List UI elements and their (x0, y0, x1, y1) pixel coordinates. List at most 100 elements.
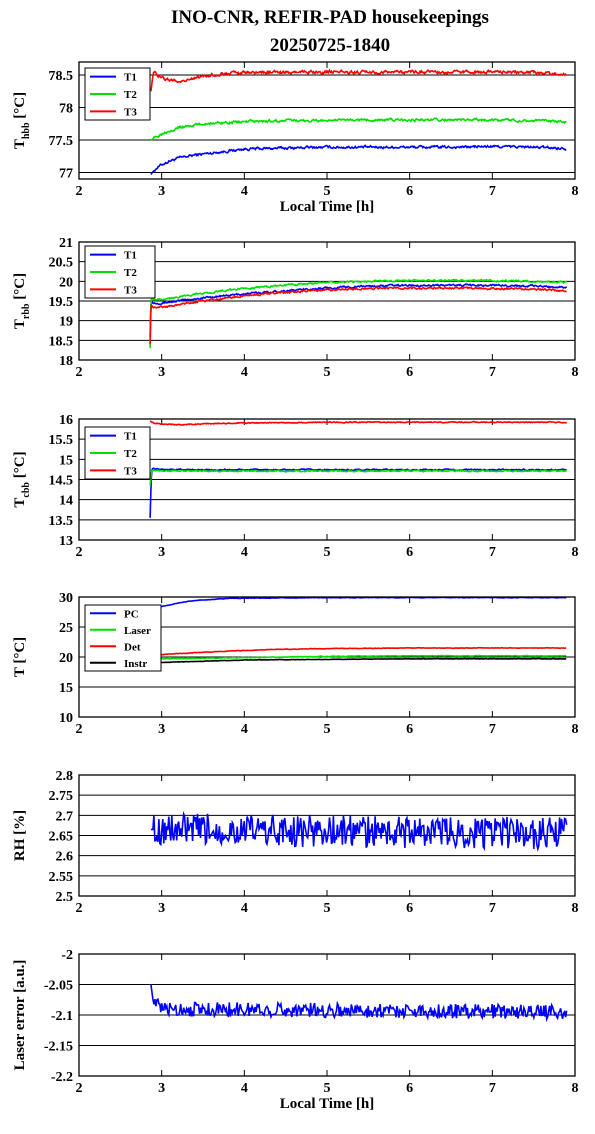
plot-frame (78, 241, 576, 361)
legend-label: T2 (124, 448, 137, 460)
y-tick-label: 20.5 (49, 256, 74, 271)
figure-title-line1: INO-CNR, REFIR-PAD housekeepings (171, 7, 489, 28)
y-tick-label: 15.5 (49, 433, 74, 448)
y-tick-label: 14.5 (49, 474, 74, 489)
legend-label: Laser (124, 625, 151, 637)
y-tick-label: 20 (59, 275, 73, 290)
y-tick-label: 13 (59, 534, 73, 549)
y-tick-label: 15 (59, 453, 73, 468)
x-tick-label: 5 (324, 365, 331, 380)
y-tick-label: -2.15 (44, 1040, 73, 1055)
series-line-det (150, 646, 567, 657)
y-axis-label: Trbb [°C] (12, 273, 32, 329)
x-tick-label: 8 (572, 1081, 579, 1096)
x-tick-label: 8 (572, 365, 579, 380)
x-tick-label: 4 (241, 184, 248, 199)
y-tick-label: -2.05 (44, 979, 73, 994)
x-tick-label: 7 (489, 722, 496, 737)
legend-label: T1 (124, 72, 137, 84)
y-tick-label: 2.8 (56, 769, 74, 784)
y-tick-label: 19 (59, 315, 73, 330)
series-line-data (150, 810, 568, 853)
x-tick-label: 7 (489, 1081, 496, 1096)
x-tick-label: 3 (158, 365, 165, 380)
series-line-t1 (149, 467, 567, 518)
series-line-data (150, 984, 568, 1023)
y-tick-label: 2.6 (56, 850, 74, 865)
x-tick-label: 2 (76, 365, 83, 380)
x-tick-label: 2 (76, 184, 83, 199)
x-tick-label: 4 (241, 901, 248, 916)
y-tick-label: 78 (59, 102, 73, 117)
x-tick-label: 7 (489, 901, 496, 916)
y-tick-label: 77.5 (49, 134, 74, 149)
panel-3: 2 3 4 5 6 7 8 13 13.5 14 14.5 15 15.5 16 T1 T2 T3 Tcbb [°… (12, 413, 579, 560)
x-tick-label: 7 (489, 545, 496, 560)
plot-frame (78, 596, 576, 718)
x-tick-label: 3 (158, 184, 165, 199)
series-line-laser (150, 654, 567, 661)
y-tick-label: 2.75 (49, 789, 74, 804)
y-tick-label: 16 (59, 413, 73, 428)
y-tick-label: 14 (59, 494, 73, 509)
legend-label: T3 (124, 465, 137, 477)
x-tick-label: 3 (158, 545, 165, 560)
y-tick-label: 30 (59, 591, 73, 606)
x-tick-label: 4 (241, 722, 248, 737)
y-tick-label: 2.65 (49, 830, 74, 845)
y-tick-label: 21 (59, 236, 73, 251)
series-line-t3 (149, 420, 568, 426)
legend-label: T3 (124, 106, 137, 118)
x-tick-label: 2 (76, 545, 83, 560)
x-tick-label: 2 (76, 1081, 83, 1096)
x-tick-label: 4 (241, 1081, 248, 1096)
y-tick-label: 78.5 (49, 69, 74, 84)
series-line-t2 (150, 117, 567, 141)
legend-label: T1 (124, 250, 137, 262)
legend-label: T2 (124, 267, 137, 279)
x-tick-label: 7 (489, 184, 496, 199)
y-tick-label: -2 (61, 948, 73, 963)
x-tick-label: 7 (489, 365, 496, 380)
y-tick-label: 19.5 (49, 295, 74, 310)
x-tick-label: 3 (158, 722, 165, 737)
series-line-t3 (149, 285, 567, 345)
x-tick-label: 8 (572, 901, 579, 916)
x-tick-label: 8 (572, 722, 579, 737)
series-line-t2 (149, 469, 567, 486)
series-line-t1 (149, 283, 568, 337)
x-tick-label: 4 (241, 545, 248, 560)
y-tick-label: 10 (59, 711, 73, 726)
x-axis-label: Local Time [h] (280, 1096, 374, 1112)
panel-4: 2 3 4 5 6 7 8 10 15 20 25 30 PC Laser Det Instr T [°C] (12, 591, 579, 737)
plot-frame (78, 418, 576, 541)
x-tick-label: 3 (158, 1081, 165, 1096)
x-tick-label: 6 (406, 184, 413, 199)
legend-label: Det (124, 641, 141, 653)
y-tick-label: 15 (59, 681, 73, 696)
x-tick-label: 6 (406, 1081, 413, 1096)
legend-label: T1 (124, 431, 137, 443)
y-axis-label: T [°C] (12, 637, 28, 677)
x-tick-label: 8 (572, 184, 579, 199)
x-tick-label: 6 (406, 365, 413, 380)
legend-label: T2 (124, 89, 137, 101)
x-tick-label: 6 (406, 545, 413, 560)
y-axis-label: Laser error [a.u.] (12, 960, 28, 1071)
x-tick-label: 6 (406, 901, 413, 916)
x-axis-label: Local Time [h] (280, 199, 374, 215)
y-tick-label: 20 (59, 651, 73, 666)
x-tick-label: 3 (158, 901, 165, 916)
series-line-t3 (150, 68, 567, 92)
plot-frame (78, 774, 576, 897)
x-tick-label: 6 (406, 722, 413, 737)
panel-6: 2 3 4 5 6 7 8 -2.2 -2.15 -2.1 -2.05 -2 Local Time [h… (12, 948, 579, 1112)
panel-2: 2 3 4 5 6 7 8 18 18.5 19 19.5 20 20.5 21 T1 T2 T3 Trbb [°… (12, 236, 579, 380)
y-tick-label: 2.5 (56, 890, 74, 905)
x-tick-label: 4 (241, 365, 248, 380)
figure-title-line2: 20250725-1840 (270, 35, 390, 56)
